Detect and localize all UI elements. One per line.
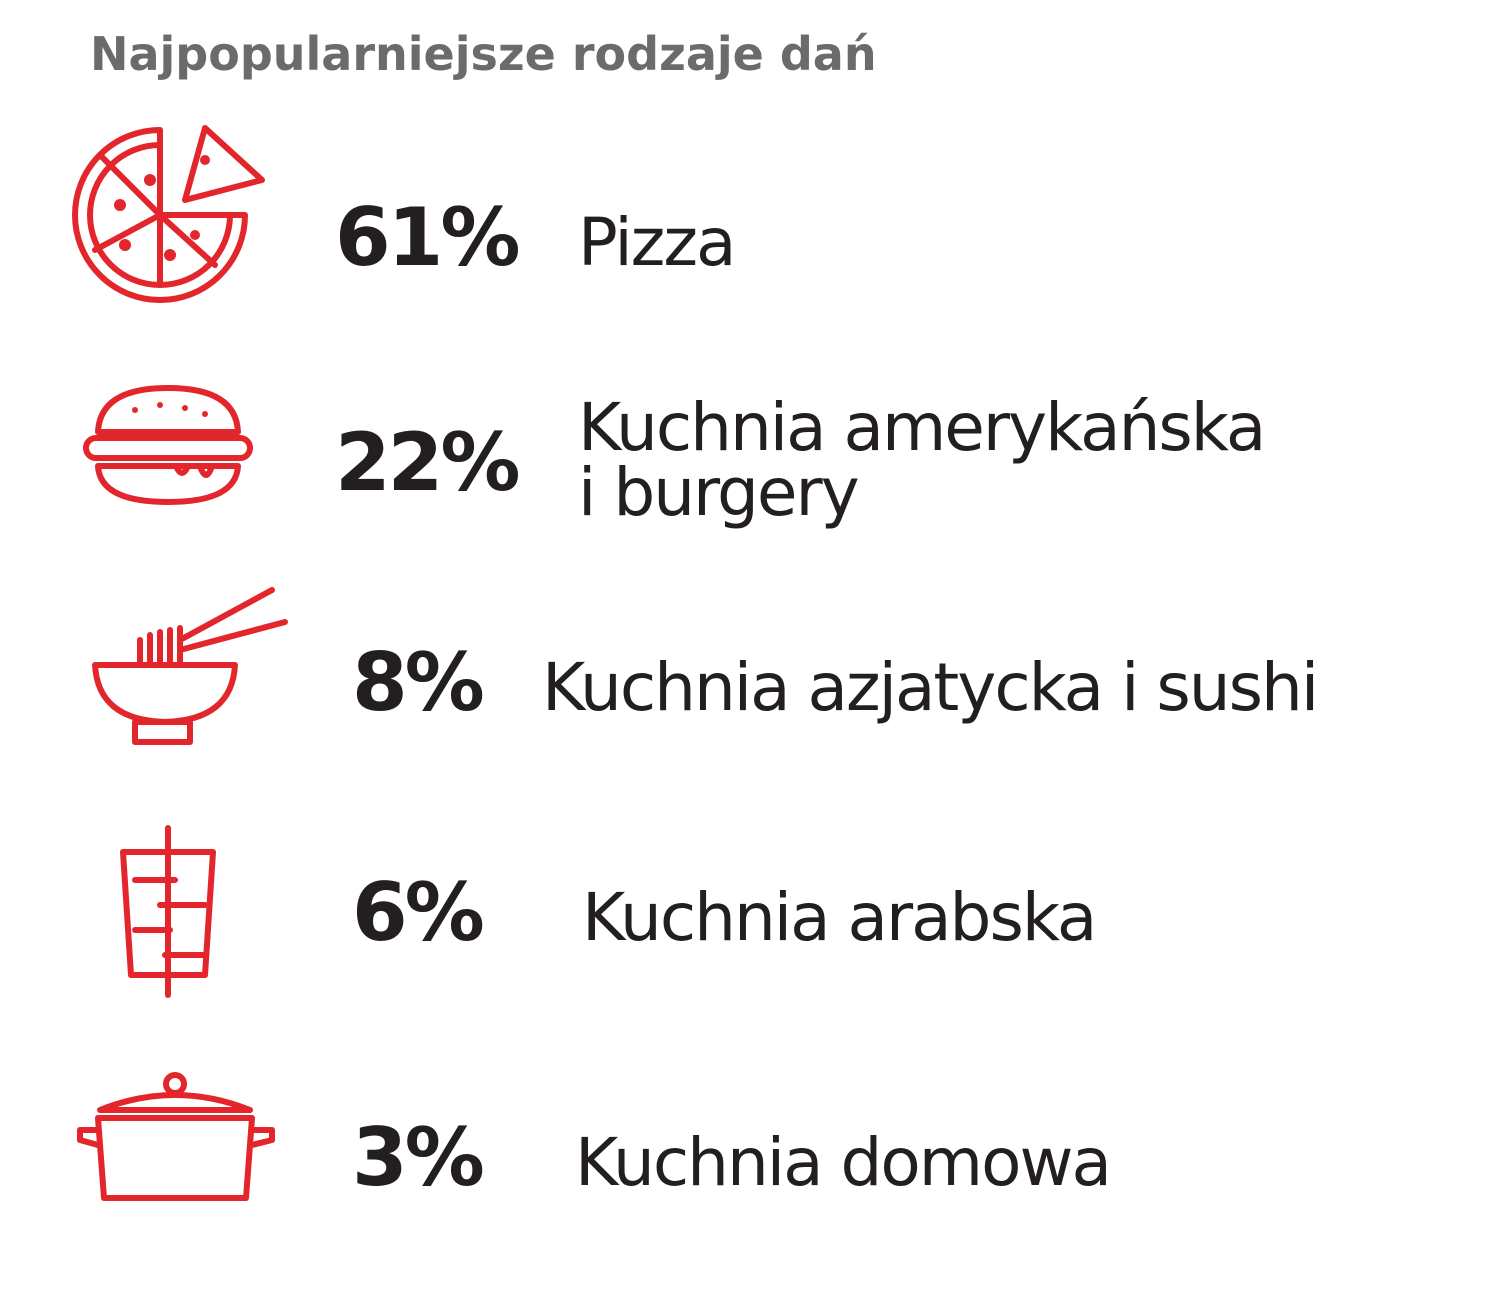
label: Kuchnia amerykańska: [578, 389, 1264, 466]
pizza-icon: [72, 125, 265, 303]
percent: 3%: [352, 1111, 483, 1204]
label: Kuchnia domowa: [575, 1124, 1110, 1201]
label: i burgery: [578, 454, 859, 531]
label: Kuchnia azjatycka i sushi: [542, 649, 1317, 726]
title: Najpopularniejsze rodzaje dań: [90, 27, 877, 81]
percent: 8%: [352, 636, 483, 729]
percent: 22%: [335, 416, 518, 509]
label: Pizza: [578, 204, 734, 281]
pot-icon: [77, 1072, 275, 1201]
percent: 6%: [352, 866, 483, 959]
label: Kuchnia arabska: [582, 879, 1095, 956]
burger-icon: [83, 385, 253, 505]
bowl-icon: [92, 587, 288, 745]
percent: 61%: [335, 191, 518, 284]
kebab-icon: [120, 825, 216, 998]
